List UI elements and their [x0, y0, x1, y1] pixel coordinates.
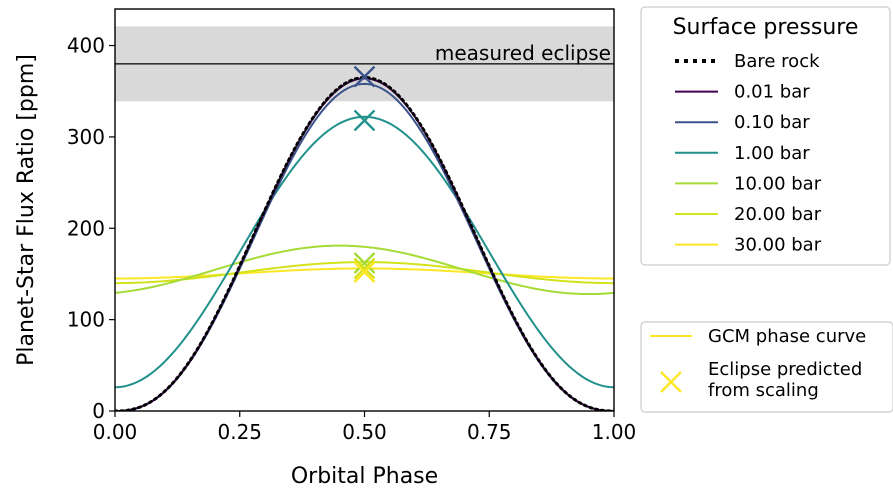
legend-marker — [660, 371, 682, 393]
marker-stroke — [353, 257, 376, 280]
marker-stroke — [353, 65, 376, 88]
pressure-legend-item: 1.00 bar — [675, 143, 810, 164]
x-tick-label: 0.50 — [342, 420, 387, 444]
eclipse-marker-0-10-bar — [353, 65, 376, 88]
marker-stroke — [353, 252, 376, 274]
y-tick-label: 100 — [67, 308, 105, 332]
eclipse-marker-30-00-bar — [353, 261, 376, 283]
pressure-legend-item: 20.00 bar — [675, 204, 822, 225]
legend-label: GCM phase curve — [708, 326, 866, 347]
y-tick-label: 0 — [92, 399, 105, 423]
pressure-legend-item: 0.01 bar — [675, 82, 810, 103]
legend-label: Eclipse predicted — [708, 359, 862, 380]
legend-label: 10.00 bar — [734, 173, 822, 194]
marker-legend-box — [640, 321, 893, 413]
y-tick-label: 300 — [67, 125, 105, 149]
pressure-legend-box — [640, 6, 891, 266]
pressure-legend-title: Surface pressure — [673, 15, 859, 40]
x-axis-label: Orbital Phase — [291, 464, 438, 489]
x-tick-label: 0.25 — [217, 420, 262, 444]
y-tick-label: 200 — [67, 216, 105, 240]
legend-label: 0.01 bar — [734, 82, 810, 103]
legend-label: from scaling — [708, 380, 819, 401]
y-tick-label: 400 — [67, 34, 105, 58]
x-tick-label: 0.75 — [467, 420, 512, 444]
legend-label: 20.00 bar — [734, 204, 822, 225]
pressure-legend-item: 30.00 bar — [675, 235, 822, 256]
legend-label: Bare rock — [734, 51, 820, 72]
marker-stroke — [353, 109, 376, 132]
pressure-legend-item: Bare rock — [675, 51, 820, 72]
eclipse-marker-1-00-bar — [353, 109, 376, 132]
x-tick-label: 0.00 — [93, 420, 138, 444]
legend-label: 0.10 bar — [734, 112, 810, 133]
legend-label: 30.00 bar — [734, 235, 822, 256]
eclipse-marker-20-00-bar — [353, 257, 376, 280]
measured-eclipse-label: measured eclipse — [435, 41, 611, 65]
legend-label: 1.00 bar — [734, 143, 810, 164]
series-line-10-00-bar — [115, 244, 614, 296]
marker-stroke — [353, 261, 376, 283]
series-line-1-00-bar — [115, 115, 614, 389]
eclipse-marker-10-00-bar — [353, 252, 376, 274]
gcm-legend-item: GCM phase curve — [650, 326, 866, 347]
pressure-legend-item: 10.00 bar — [675, 173, 822, 194]
series-group — [115, 76, 614, 411]
pressure-legend-item: 0.10 bar — [675, 112, 810, 133]
x-tick-label: 1.00 — [592, 420, 637, 444]
y-axis-label: Planet-Star Flux Ratio [ppm] — [14, 54, 39, 366]
